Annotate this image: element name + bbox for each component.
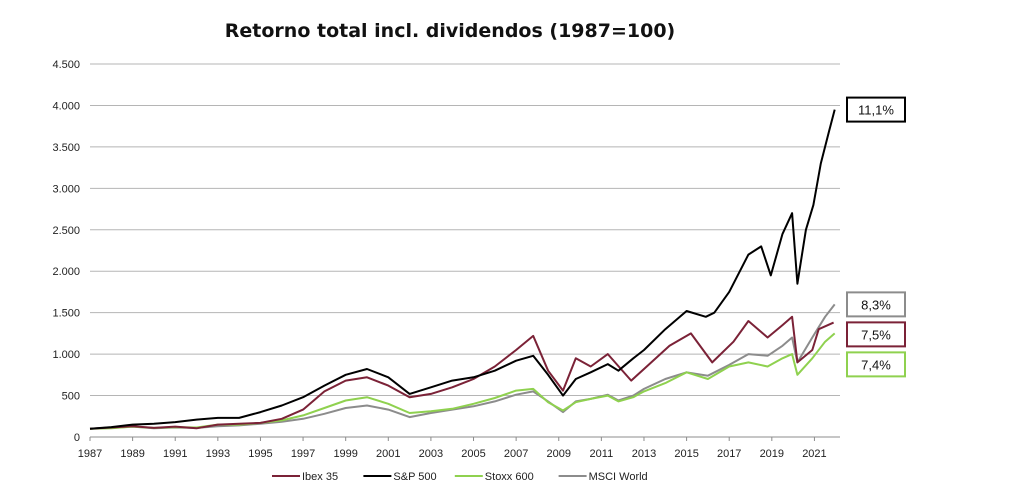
legend: Ibex 35 S&P 500 Stoxx 600 MSCI World — [272, 471, 648, 483]
x-tick-label: 2007 — [504, 448, 528, 460]
y-tick-label: 1.500 — [52, 308, 80, 320]
x-tick-label: 1987 — [78, 448, 102, 460]
y-tick-label: 500 — [62, 391, 80, 403]
series-line-msci-world — [89, 303, 836, 430]
end-label-box — [846, 96, 906, 123]
end-value-labels: 11,1% 8,3% 7,5% 7,4% — [846, 96, 906, 378]
series-line-stoxx-600 — [89, 332, 836, 430]
x-tick-label: 1993 — [206, 448, 230, 460]
end-label-box — [846, 321, 906, 348]
y-tick-label: 1.000 — [52, 349, 80, 361]
x-tick-label: 1997 — [291, 448, 315, 460]
chart-title: Retorno total incl. dividendos (1987=100… — [224, 20, 676, 42]
legend-label: Stoxx 600 — [485, 471, 534, 483]
legend-label: MSCI World — [589, 471, 648, 483]
y-tick-label: 0 — [74, 432, 80, 444]
y-axis-ticks: 0 500 1.000 1.500 2.000 2.500 3.000 3.500 4.000 4… — [52, 59, 80, 444]
x-tick-label: 2011 — [590, 448, 614, 460]
end-label-value: 11,1% — [858, 103, 894, 118]
x-tick-label: 1995 — [248, 448, 272, 460]
x-tick-label: 1999 — [333, 448, 357, 460]
x-tick-label: 2005 — [461, 448, 485, 460]
y-tick-label: 3.500 — [52, 142, 80, 154]
y-tick-label: 4.500 — [52, 59, 80, 71]
x-tick-label: 2009 — [547, 448, 571, 460]
series-lines — [89, 109, 836, 430]
x-tick-label: 2003 — [419, 448, 443, 460]
x-tick-label: 2019 — [760, 448, 784, 460]
series-line-s-p-500 — [89, 109, 836, 430]
x-tick-label: 1991 — [163, 448, 187, 460]
x-tick-label: 2013 — [632, 448, 656, 460]
gridlines — [90, 63, 840, 438]
y-tick-label: 2.000 — [52, 266, 80, 278]
end-label-value: 7,5% — [861, 327, 891, 342]
end-label-box — [846, 291, 906, 318]
legend-label: S&P 500 — [393, 471, 436, 483]
y-tick-label: 4.000 — [52, 100, 80, 112]
legend-label: Ibex 35 — [302, 471, 338, 483]
x-tick-label: 2021 — [802, 448, 826, 460]
x-axis-ticks: 1987 1989 1991 1993 1995 1997 1999 2001 2003 2005… — [78, 437, 827, 460]
x-tick-label: 1989 — [120, 448, 144, 460]
end-label-value: 8,3% — [861, 297, 891, 312]
y-tick-label: 2.500 — [52, 225, 80, 237]
x-tick-label: 2001 — [376, 448, 400, 460]
x-tick-label: 2017 — [717, 448, 741, 460]
x-tick-label: 2015 — [674, 448, 698, 460]
end-label-box — [846, 351, 906, 378]
end-label-value: 7,4% — [861, 357, 891, 372]
series-line-ibex-35 — [89, 315, 835, 430]
y-tick-label: 3.000 — [52, 183, 80, 195]
